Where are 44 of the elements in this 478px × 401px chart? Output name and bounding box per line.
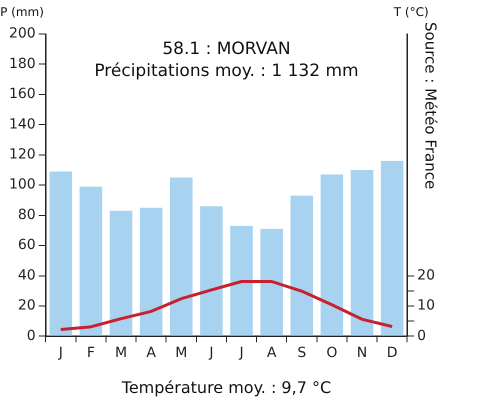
chart-title: 58.1 : MORVAN <box>162 39 291 59</box>
x-tick-label: J <box>208 345 214 362</box>
y-tick-label: 200 <box>8 26 36 42</box>
x-tick-label: O <box>326 345 338 362</box>
bar <box>140 208 162 336</box>
y-tick-label: 160 <box>8 86 36 102</box>
y-tick-label: 120 <box>8 146 36 163</box>
bar <box>110 210 132 336</box>
bar <box>260 228 283 336</box>
y-tick-label: 60 <box>18 237 36 254</box>
y2-tick-label: 20 <box>417 267 436 284</box>
x-tick-label: M <box>114 345 128 362</box>
y-tick-label: 80 <box>18 206 36 223</box>
y-tick-label: 40 <box>18 267 36 284</box>
bar <box>49 172 72 336</box>
x-tick-label: J <box>58 345 63 362</box>
y-axis-title: P (mm) <box>0 5 44 19</box>
bar <box>320 174 344 336</box>
y2-axis-title: T (°C) <box>392 5 429 19</box>
y-tick-label: 140 <box>8 116 36 132</box>
y2-tick-label: 10 <box>417 298 436 314</box>
bar <box>350 170 374 336</box>
y-tick-label: 180 <box>8 56 36 72</box>
text: Température moy. : 9,7 °C <box>120 378 332 397</box>
x-tick-label: A <box>266 345 277 362</box>
x-tick-label: S <box>297 345 306 362</box>
bar <box>290 196 314 336</box>
y-tick-label: 100 <box>8 176 36 193</box>
bar <box>200 206 223 336</box>
bar <box>80 186 102 336</box>
x-tick-label: J <box>238 345 244 362</box>
y-tick-label: 20 <box>18 298 36 314</box>
y2-tick-label: 0 <box>417 328 426 344</box>
x-tick-label: N <box>356 345 368 362</box>
y-tick-label: 0 <box>26 328 36 344</box>
source-note: Source : Météo France <box>421 22 440 190</box>
x-tick-label: D <box>386 345 398 362</box>
bar <box>380 160 404 336</box>
x-tick-label: M <box>175 345 188 362</box>
bar <box>230 226 253 336</box>
x-tick-label: A <box>146 345 156 362</box>
bar <box>170 178 193 336</box>
x-tick-label: F <box>86 345 95 362</box>
text: Précipitations moy. : 1 132 mm <box>94 61 359 81</box>
